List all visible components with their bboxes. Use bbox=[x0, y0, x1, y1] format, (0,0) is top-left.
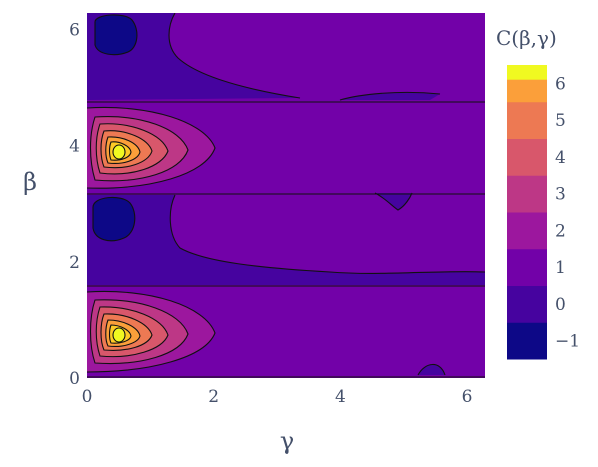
x-axis-ticks: 0 2 4 6 bbox=[82, 387, 473, 407]
colorbar-tick-label: 6 bbox=[555, 74, 566, 94]
x-tick-label: 6 bbox=[462, 387, 473, 407]
colorbar-swatch bbox=[507, 175, 547, 213]
y-tick-label: 2 bbox=[69, 253, 80, 273]
x-tick-label: 2 bbox=[208, 387, 219, 407]
y-tick-label: 4 bbox=[69, 137, 80, 157]
colorbar-swatch bbox=[507, 322, 547, 360]
contour-fill-minimum-lower bbox=[92, 197, 135, 241]
colorbar-tick-label: 2 bbox=[555, 221, 566, 241]
contour-fill-negative-upper bbox=[87, 13, 300, 100]
x-axis-title: γ bbox=[280, 427, 294, 455]
y-axis-title: β bbox=[23, 168, 37, 196]
colorbar-title: C(β,γ) bbox=[496, 26, 557, 50]
colorbar-swatch bbox=[507, 248, 547, 286]
colorbar-tick-label: 5 bbox=[555, 111, 566, 131]
contour-fill-minimum-upper bbox=[95, 14, 137, 55]
x-tick-label: 0 bbox=[82, 387, 93, 407]
x-tick-label: 4 bbox=[335, 387, 346, 407]
y-tick-label: 6 bbox=[69, 20, 80, 40]
contour-fill-negative-lower bbox=[87, 195, 485, 285]
colorbar-swatch bbox=[507, 285, 547, 323]
peak-lower bbox=[87, 291, 215, 372]
colorbar-tick-label: 1 bbox=[555, 258, 566, 278]
contour-fill-dip-2 bbox=[375, 193, 412, 210]
colorbar-swatch-top bbox=[507, 65, 547, 80]
contour-fill-dip-3 bbox=[418, 364, 445, 375]
colorbar-tick-label: 0 bbox=[555, 295, 566, 315]
y-tick-label: 0 bbox=[69, 369, 80, 389]
colorbar-swatch bbox=[507, 138, 547, 176]
plot-area bbox=[87, 13, 485, 378]
colorbar-tick-label: 4 bbox=[555, 148, 566, 168]
colorbar-tick-label: −1 bbox=[555, 332, 580, 352]
colorbar-swatches bbox=[507, 65, 547, 360]
y-axis-ticks: 0 2 4 6 bbox=[69, 20, 80, 389]
contour-fill-dip-1 bbox=[340, 92, 440, 100]
colorbar-tick-label: 3 bbox=[555, 185, 566, 205]
colorbar-swatch bbox=[507, 212, 547, 250]
colorbar-ticks: 6 5 4 3 2 1 0 −1 bbox=[555, 74, 580, 351]
colorbar-swatch bbox=[507, 101, 547, 139]
contour-lines bbox=[87, 13, 485, 378]
colorbar: C(β,γ) 6 5 4 3 2 1 0 −1 bbox=[496, 26, 580, 360]
